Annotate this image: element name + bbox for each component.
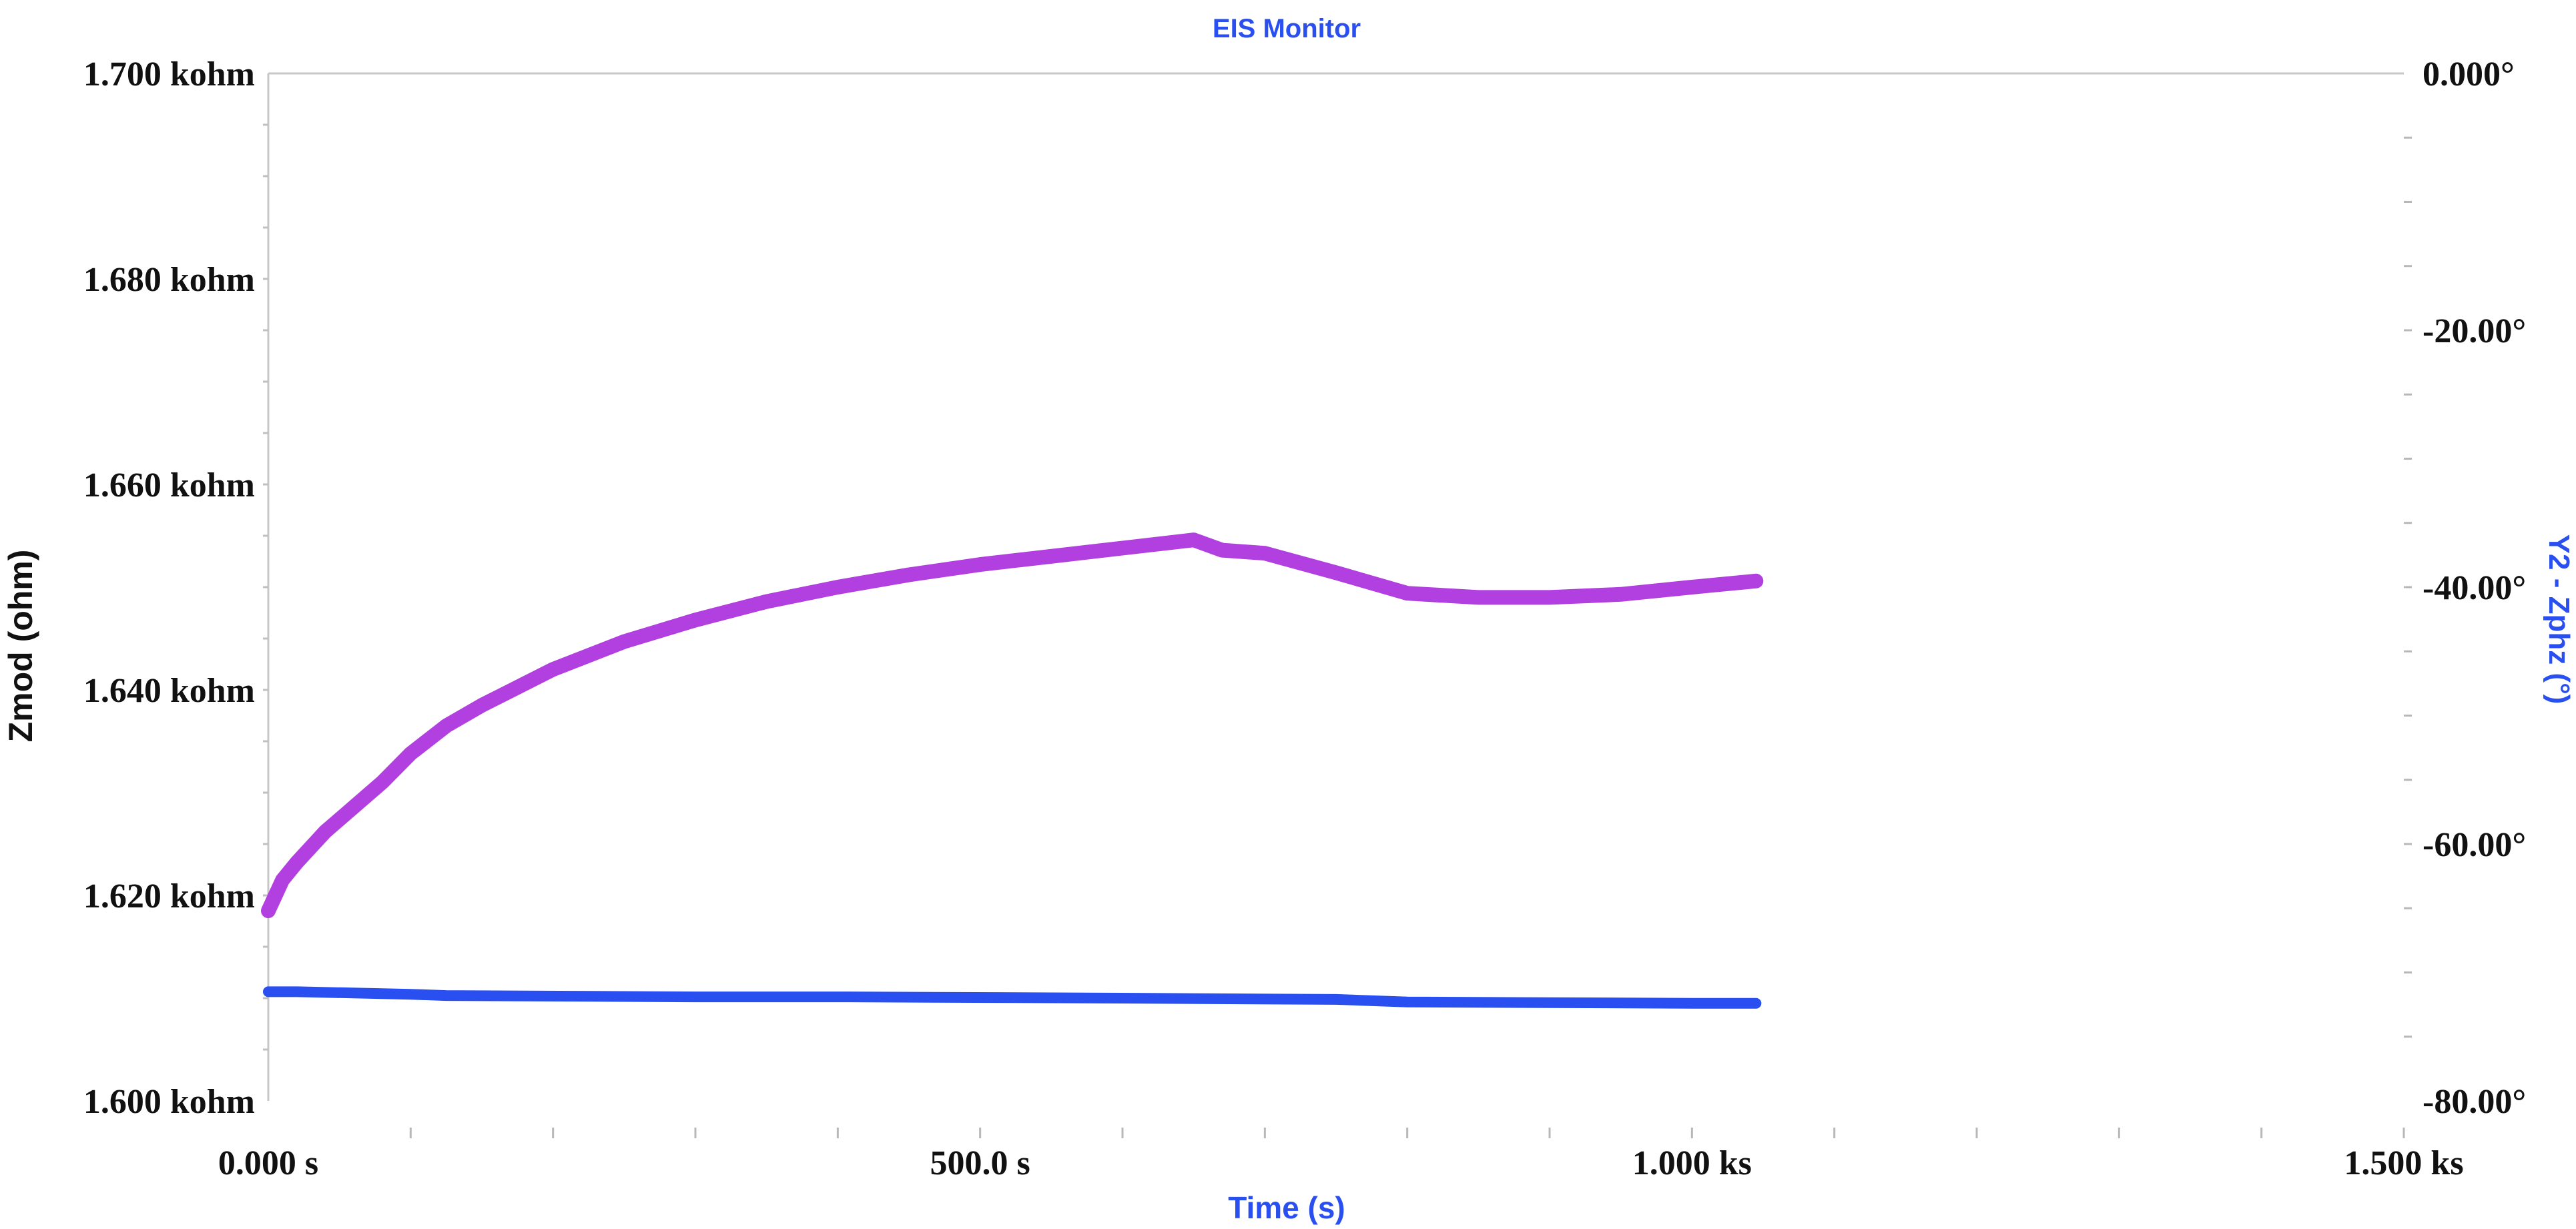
y2-tick-labels: 0.000° -20.00° -40.00° -60.00° -80.00° (2423, 55, 2526, 1121)
x-tick-labels: 0.000 s 500.0 s 1.000 ks 1.500 ks (218, 1144, 2464, 1182)
y2-axis-label: Y2 - Zphz (°) (2543, 534, 2575, 705)
minor-ticks (263, 123, 2412, 1138)
y-axis-label: Zmod (ohm) (2, 550, 39, 743)
y2-tick-label: -80.00° (2423, 1083, 2526, 1121)
x-axis-label: Time (s) (1228, 1190, 1345, 1225)
y-tick-label: 1.660 kohm (83, 466, 255, 504)
x-tick-label: 500.0 s (930, 1144, 1030, 1182)
y-tick-label: 1.620 kohm (83, 877, 255, 915)
y2-tick-label: -60.00° (2423, 826, 2526, 864)
y2-tick-label: 0.000° (2423, 55, 2515, 93)
x-tick-label: 1.000 ks (1632, 1144, 1752, 1182)
zmod-series-line (261, 532, 1764, 919)
zphz-series-line (263, 986, 1762, 1009)
y-tick-label: 1.640 kohm (83, 672, 255, 710)
y-tick-label: 1.700 kohm (83, 55, 255, 93)
x-tick-label: 1.500 ks (2344, 1144, 2463, 1182)
y-tick-label: 1.680 kohm (83, 261, 255, 299)
y2-tick-label: -40.00° (2423, 569, 2526, 607)
y2-tick-label: -20.00° (2423, 312, 2526, 350)
chart-title: EIS Monitor (1213, 14, 1361, 43)
series-layer (261, 532, 1764, 1009)
x-tick-label: 0.000 s (218, 1144, 318, 1182)
y-tick-label: 1.600 kohm (83, 1083, 255, 1121)
y-tick-labels: 1.600 kohm 1.620 kohm 1.640 kohm 1.660 kohm… (83, 55, 255, 1121)
